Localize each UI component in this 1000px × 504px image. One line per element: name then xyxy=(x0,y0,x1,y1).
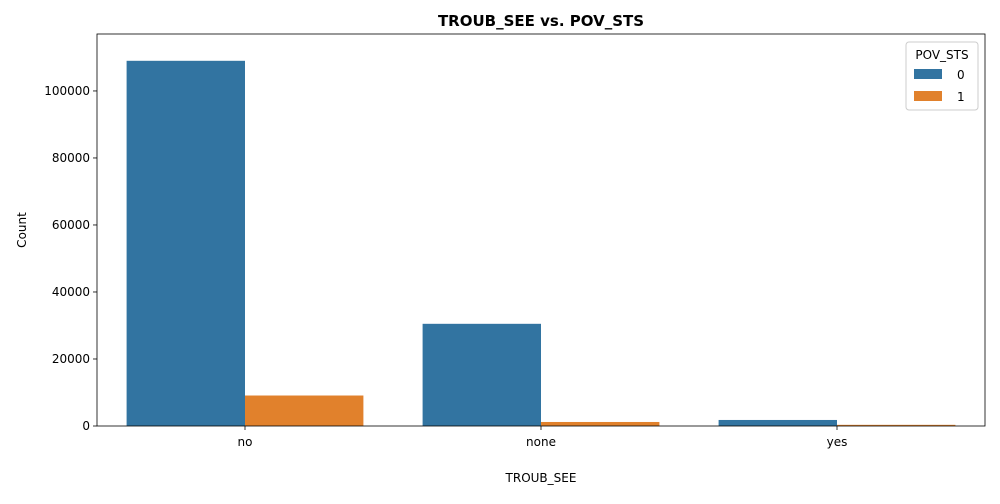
y-tick-label: 40000 xyxy=(52,285,90,299)
legend-swatch-1 xyxy=(914,91,942,101)
x-tick-label: none xyxy=(526,435,556,449)
legend-label-1: 1 xyxy=(957,90,965,104)
x-axis-label: TROUB_SEE xyxy=(505,471,577,485)
x-axis: no none yes xyxy=(238,426,848,449)
legend-label-0: 0 xyxy=(957,68,965,82)
legend-swatch-0 xyxy=(914,69,942,79)
bar-no-series-1 xyxy=(245,395,364,426)
y-tick-label: 80000 xyxy=(52,151,90,165)
bar-none-series-0 xyxy=(422,323,541,426)
x-tick-label: yes xyxy=(827,435,848,449)
legend: POV_STS 0 1 xyxy=(905,41,979,111)
y-tick-label: 20000 xyxy=(52,352,90,366)
chart-title: TROUB_SEE vs. POV_STS xyxy=(438,12,644,30)
legend-title: POV_STS xyxy=(915,48,968,62)
x-tick-label: no xyxy=(238,435,253,449)
bar-yes-series-1 xyxy=(837,424,956,426)
bars xyxy=(126,60,956,427)
y-tick-label: 100000 xyxy=(44,84,90,98)
y-tick-label: 0 xyxy=(82,419,90,433)
plot-frame xyxy=(96,33,986,427)
y-tick-label: 60000 xyxy=(52,218,90,232)
bar-no-series-0 xyxy=(126,60,245,427)
y-axis: 0 20000 40000 60000 80000 100000 xyxy=(44,84,97,433)
y-axis-label: Count xyxy=(15,212,29,248)
bar-none-series-1 xyxy=(541,421,660,426)
bar-yes-series-0 xyxy=(718,419,837,426)
